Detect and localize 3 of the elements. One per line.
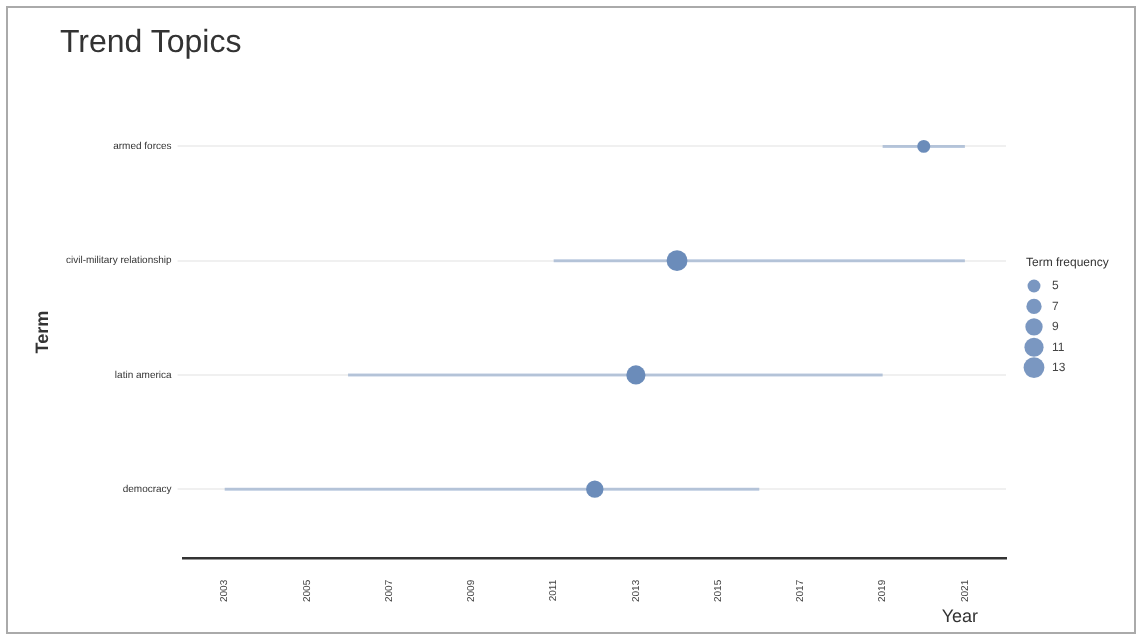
x-axis-title: Year [941,606,978,626]
y-axis-title: Term [32,310,52,354]
chart-title: Trend Topics [60,26,242,61]
